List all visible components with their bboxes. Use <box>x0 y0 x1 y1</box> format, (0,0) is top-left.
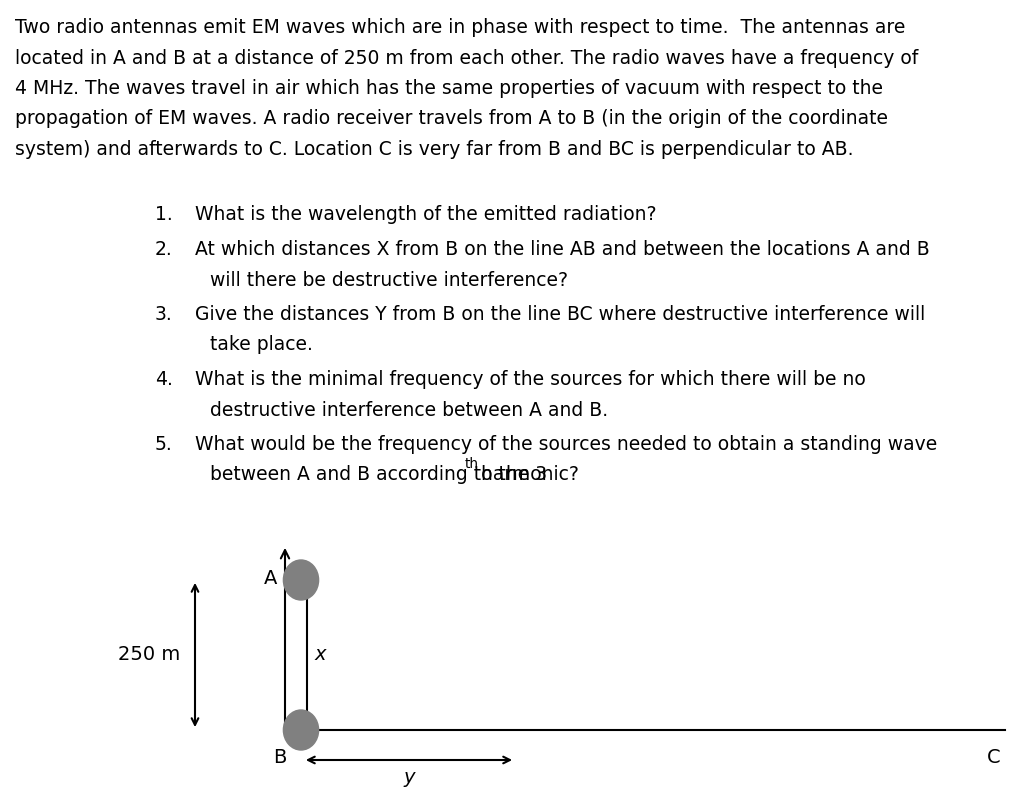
Text: 250 m: 250 m <box>118 646 180 664</box>
Text: 1.: 1. <box>155 205 173 224</box>
Text: A: A <box>263 569 278 587</box>
Text: th: th <box>464 458 478 471</box>
Text: will there be destructive interference?: will there be destructive interference? <box>210 271 568 289</box>
Text: What is the minimal frequency of the sources for which there will be no: What is the minimal frequency of the sou… <box>195 370 865 389</box>
Text: y: y <box>403 768 415 787</box>
Text: What would be the frequency of the sources needed to obtain a standing wave: What would be the frequency of the sourc… <box>195 435 937 454</box>
Text: 5.: 5. <box>155 435 173 454</box>
Text: Two radio antennas emit EM waves which are in phase with respect to time.  The a: Two radio antennas emit EM waves which a… <box>15 18 905 37</box>
Text: 2.: 2. <box>155 240 173 259</box>
Text: destructive interference between A and B.: destructive interference between A and B… <box>210 400 608 420</box>
Text: At which distances X from B on the line AB and between the locations A and B: At which distances X from B on the line … <box>195 240 930 259</box>
Text: located in A and B at a distance of 250 m from each other. The radio waves have : located in A and B at a distance of 250 … <box>15 49 919 67</box>
Text: 3.: 3. <box>155 305 173 324</box>
Text: What is the wavelength of the emitted radiation?: What is the wavelength of the emitted ra… <box>195 205 656 224</box>
Text: x: x <box>315 646 327 664</box>
Text: B: B <box>273 748 287 767</box>
Text: propagation of EM waves. A radio receiver travels from A to B (in the origin of : propagation of EM waves. A radio receive… <box>15 109 888 129</box>
Text: C: C <box>986 748 1000 767</box>
Ellipse shape <box>284 710 318 750</box>
Text: system) and afterwards to C. Location C is very far from B and BC is perpendicul: system) and afterwards to C. Location C … <box>15 140 853 159</box>
Text: take place.: take place. <box>210 335 313 355</box>
Text: 4.: 4. <box>155 370 173 389</box>
Text: harmonic?: harmonic? <box>475 466 579 484</box>
Text: Give the distances Y from B on the line BC where destructive interference will: Give the distances Y from B on the line … <box>195 305 926 324</box>
Text: between A and B according to the 3: between A and B according to the 3 <box>210 466 547 484</box>
Ellipse shape <box>284 560 318 600</box>
Text: 4 MHz. The waves travel in air which has the same properties of vacuum with resp: 4 MHz. The waves travel in air which has… <box>15 79 883 98</box>
